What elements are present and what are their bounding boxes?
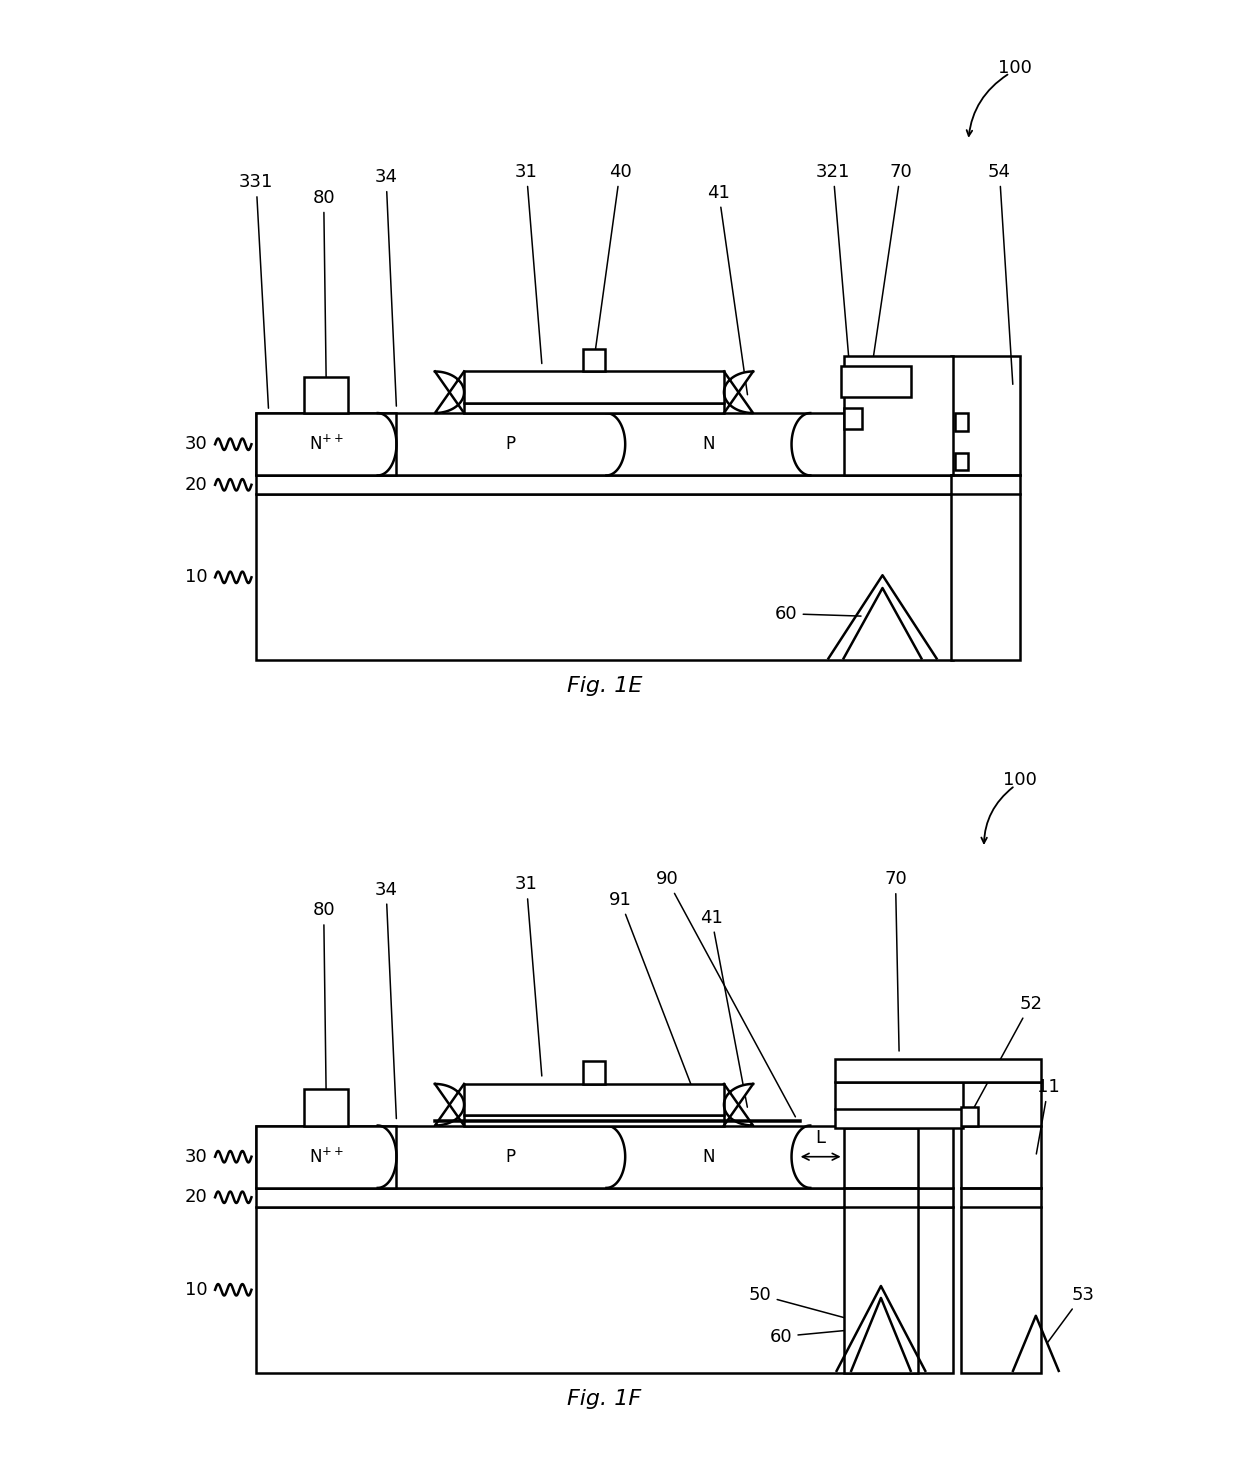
Text: 80: 80 (312, 902, 335, 1105)
Bar (257, 413, 397, 476)
Text: 100: 100 (998, 59, 1032, 76)
Bar (955, 413, 968, 430)
Text: 34: 34 (374, 880, 398, 1118)
Text: 100: 100 (1003, 771, 1037, 789)
Text: 70: 70 (884, 870, 906, 1050)
Text: 31: 31 (515, 876, 542, 1075)
Text: 41: 41 (707, 184, 748, 395)
Text: P: P (506, 1147, 516, 1166)
Text: P: P (506, 435, 516, 454)
Bar (257, 1206, 952, 1374)
Text: N$^{++}$: N$^{++}$ (309, 1147, 343, 1166)
Bar (955, 452, 968, 470)
Bar (951, 355, 1021, 661)
Bar (257, 476, 952, 494)
Bar (583, 1061, 605, 1084)
Text: 53: 53 (1048, 1285, 1094, 1343)
Text: 80: 80 (312, 190, 335, 388)
Bar (305, 1089, 348, 1125)
Text: 20: 20 (185, 476, 207, 494)
Text: 321: 321 (816, 163, 856, 403)
Polygon shape (435, 1084, 464, 1125)
Text: 90: 90 (656, 870, 795, 1116)
Bar (257, 1125, 952, 1188)
Text: N: N (702, 435, 714, 454)
Bar (583, 348, 605, 372)
Text: 10: 10 (185, 569, 207, 586)
Bar (843, 1128, 919, 1374)
Bar (843, 408, 862, 429)
Text: N$^{++}$: N$^{++}$ (309, 435, 343, 454)
Text: 60: 60 (770, 1328, 878, 1346)
Bar (257, 1188, 952, 1206)
Bar (257, 494, 952, 661)
Bar (843, 355, 952, 476)
Text: 331: 331 (239, 173, 273, 408)
Text: 30: 30 (185, 1147, 207, 1166)
Text: 91: 91 (609, 890, 702, 1114)
Text: 10: 10 (185, 1281, 207, 1299)
Text: 11: 11 (1037, 1078, 1060, 1155)
Bar (305, 376, 348, 413)
Polygon shape (724, 372, 753, 413)
Bar (464, 403, 724, 413)
Text: Fig. 1F: Fig. 1F (568, 1390, 641, 1409)
Text: Fig. 1E: Fig. 1E (567, 677, 642, 696)
Bar (257, 1125, 397, 1188)
Bar (464, 1115, 724, 1125)
Text: 60: 60 (775, 605, 861, 623)
Bar (842, 366, 911, 398)
Bar (836, 1059, 1042, 1081)
Text: 30: 30 (185, 435, 207, 454)
Bar (257, 413, 952, 476)
Bar (836, 1081, 963, 1128)
Text: 40: 40 (594, 163, 631, 357)
Text: 50: 50 (749, 1285, 866, 1324)
Text: 70: 70 (873, 163, 913, 360)
Text: 41: 41 (701, 909, 748, 1108)
Bar (464, 372, 724, 403)
Text: 34: 34 (374, 167, 398, 405)
Text: 54: 54 (988, 163, 1013, 385)
Polygon shape (435, 372, 464, 413)
Text: 52: 52 (971, 995, 1042, 1114)
Text: N: N (702, 1147, 714, 1166)
Text: 31: 31 (515, 163, 542, 363)
Text: L: L (816, 1130, 826, 1147)
Text: 20: 20 (185, 1188, 207, 1206)
Bar (961, 1081, 1042, 1374)
Bar (464, 1084, 724, 1115)
Bar (961, 1106, 977, 1125)
Polygon shape (724, 1084, 753, 1125)
